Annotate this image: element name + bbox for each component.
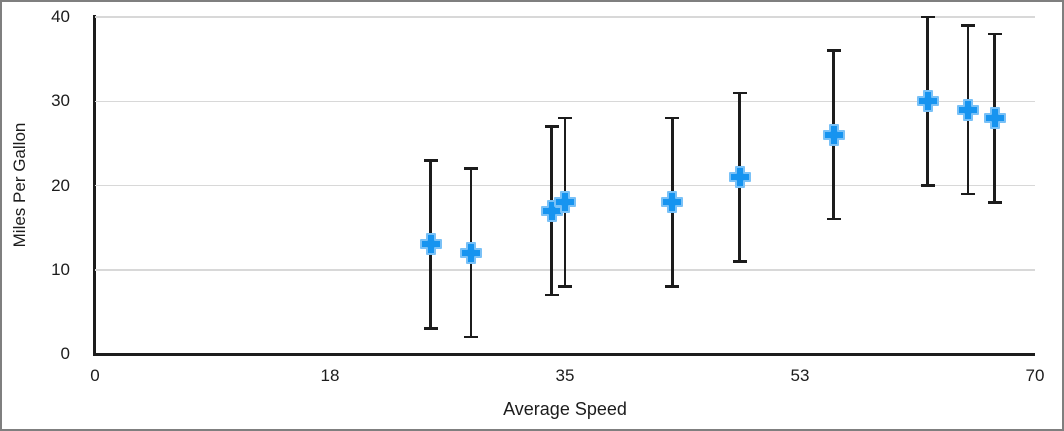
plus-marker-icon: [554, 191, 576, 214]
error-bar-cap-bottom: [732, 260, 747, 263]
plus-marker-icon: [460, 241, 482, 264]
error-bar-cap-bottom: [665, 285, 680, 288]
error-bar-cap-bottom: [960, 192, 975, 196]
gridline: [95, 100, 1035, 102]
y-tick-label: 40: [51, 7, 70, 26]
data-point-marker: [956, 98, 980, 122]
error-bar-cap-top: [960, 24, 975, 27]
plus-marker-icon: [983, 107, 1006, 130]
x-tick-label: 35: [555, 366, 575, 385]
y-tick-label: 30: [51, 91, 70, 111]
data-point-marker: [419, 232, 443, 256]
y-axis-title: Miles Per Gallon: [10, 122, 29, 248]
plus-marker-icon: [661, 191, 684, 214]
error-bar-cap-top: [826, 49, 841, 52]
y-tick-label: 0: [60, 344, 70, 363]
x-tick-label: 18: [320, 366, 340, 385]
x-axis-line: [93, 353, 1035, 356]
error-bar-cap-top: [732, 91, 747, 95]
y-axis-line: [93, 15, 96, 356]
plus-marker-icon: [916, 90, 939, 113]
error-bar-cap-top: [987, 32, 1002, 36]
data-point-marker: [660, 190, 684, 214]
x-tick-label: 0: [90, 366, 100, 385]
error-bar-cap-bottom: [423, 327, 438, 331]
error-bar-cap-top: [544, 125, 559, 128]
data-point-marker: [983, 106, 1007, 130]
y-tick-label: 20: [51, 175, 70, 195]
error-bar-cap-top: [920, 15, 935, 19]
error-bar-cap-bottom: [987, 201, 1002, 204]
error-bar-cap-top: [665, 116, 680, 120]
error-bar-cap-top: [558, 116, 572, 120]
data-point-marker: [916, 89, 940, 113]
x-tick-label: 70: [1025, 366, 1045, 385]
error-bar-cap-top: [423, 158, 438, 162]
data-point-marker: [553, 190, 577, 214]
error-bar-cap-bottom: [920, 184, 935, 187]
plus-marker-icon: [728, 166, 751, 189]
plus-marker-icon: [419, 233, 442, 256]
plus-marker-icon: [822, 123, 845, 146]
x-tick-label: 53: [790, 366, 810, 385]
error-bar-cap-bottom: [544, 293, 559, 297]
x-axis-title: Average Speed: [503, 399, 627, 419]
y-tick-label: 10: [51, 259, 70, 279]
error-bar-cap-bottom: [826, 217, 841, 221]
gridline: [95, 16, 1035, 18]
data-point-marker: [459, 241, 483, 265]
data-point-marker: [728, 165, 752, 189]
error-bar-cap-bottom: [558, 285, 572, 288]
plot-area: 0 10 20 30 40 0 18 35 53 70: [51, 7, 1044, 385]
error-bar-cap-bottom: [464, 335, 478, 339]
plus-marker-icon: [956, 98, 979, 121]
error-bar-cap-top: [464, 167, 478, 170]
data-point-marker: [822, 123, 846, 147]
